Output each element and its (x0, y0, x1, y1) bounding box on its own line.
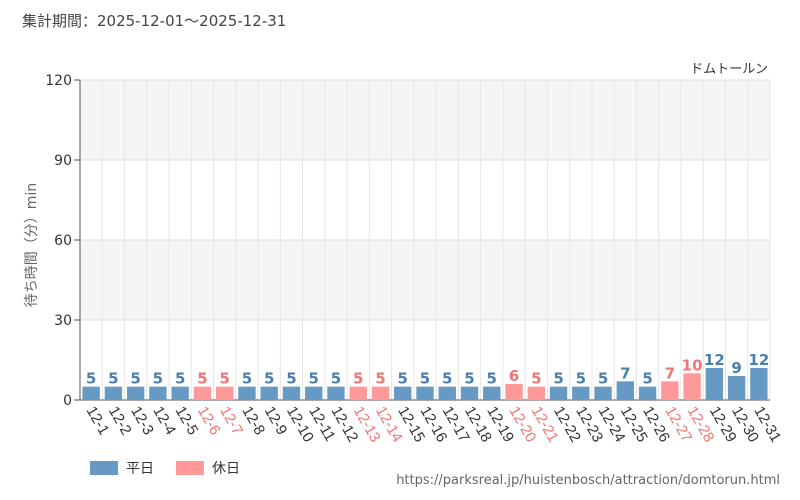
bar[interactable] (505, 384, 523, 400)
bar-value-label: 5 (130, 370, 140, 388)
bar-value-label: 5 (420, 370, 430, 388)
legend-label-weekday: 平日 (126, 461, 154, 477)
bar[interactable] (638, 386, 657, 400)
bar-value-label: 6 (509, 367, 519, 385)
bar-value-label: 5 (264, 370, 274, 388)
bar[interactable] (438, 386, 456, 400)
bar[interactable] (460, 386, 479, 400)
bar[interactable] (394, 386, 412, 400)
bar[interactable] (750, 368, 768, 400)
bar[interactable] (572, 386, 590, 400)
x-tick-label: 12-1 (83, 404, 113, 439)
bar-value-label: 5 (398, 370, 408, 388)
bar[interactable] (193, 386, 212, 400)
chart-title: ドムトールン (690, 62, 768, 77)
bar-value-label: 5 (576, 370, 586, 388)
bar-value-label: 5 (331, 370, 341, 388)
bar[interactable] (683, 373, 701, 400)
bar-value-label: 5 (175, 370, 185, 388)
plot-band (80, 80, 770, 160)
x-tick-label: 12-4 (149, 404, 179, 439)
x-tick-label: 12-9 (261, 404, 291, 439)
bar-value-label: 5 (353, 370, 363, 388)
x-tick-label: 12-2 (105, 404, 135, 439)
bar-value-label: 9 (731, 359, 741, 377)
bar-value-label: 5 (464, 370, 474, 388)
legend-label-holiday: 休日 (212, 461, 240, 477)
plot-band (80, 240, 770, 320)
plot-band (80, 160, 770, 240)
bar[interactable] (126, 386, 145, 400)
legend-swatch-weekday (90, 461, 118, 475)
bar[interactable] (327, 386, 345, 400)
bar[interactable] (349, 386, 367, 400)
y-tick-label: 90 (54, 153, 72, 169)
y-tick-label: 120 (45, 73, 72, 89)
legend-item-holiday[interactable]: 休日 (176, 458, 240, 478)
bar[interactable] (260, 386, 278, 400)
bar[interactable] (705, 368, 724, 400)
bar-value-label: 5 (598, 370, 608, 388)
bar-value-label: 5 (375, 370, 385, 388)
bar-value-label: 5 (153, 370, 163, 388)
bar-value-label: 12 (748, 351, 769, 369)
x-tick-label: 12-8 (238, 404, 268, 439)
bar[interactable] (104, 386, 123, 400)
bar[interactable] (527, 386, 545, 400)
legend-item-weekday[interactable]: 平日 (90, 458, 154, 478)
bar-value-label: 7 (620, 364, 630, 382)
bar[interactable] (661, 381, 679, 400)
bar-value-label: 5 (286, 370, 296, 388)
legend-swatch-holiday (176, 461, 204, 475)
bar-value-label: 5 (553, 370, 563, 388)
bar-value-label: 5 (219, 370, 229, 388)
bar-value-label: 5 (487, 370, 497, 388)
bar[interactable] (305, 386, 323, 400)
bar-value-label: 5 (642, 370, 652, 388)
y-tick-label: 0 (63, 393, 72, 409)
source-url[interactable]: https://parksreal.jp/huistenbosch/attrac… (396, 473, 780, 488)
bar-value-label: 5 (442, 370, 452, 388)
bar[interactable] (282, 386, 301, 400)
bar-value-label: 5 (242, 370, 252, 388)
bar[interactable] (483, 386, 501, 400)
bar-value-label: 5 (86, 370, 96, 388)
bar-value-label: 5 (531, 370, 541, 388)
x-tick-label: 12-7 (216, 404, 246, 439)
bar[interactable] (149, 386, 167, 400)
bar-value-label: 12 (704, 351, 725, 369)
bar[interactable] (549, 386, 568, 400)
bar-value-label: 5 (197, 370, 207, 388)
bar[interactable] (416, 386, 434, 400)
x-tick-label: 12-3 (127, 404, 157, 439)
y-tick-label: 30 (54, 313, 72, 329)
bar[interactable] (594, 386, 612, 400)
bar[interactable] (238, 386, 256, 400)
bar[interactable] (215, 386, 234, 400)
y-axis-label: 待ち時間（分）min (24, 183, 40, 307)
bar-value-label: 10 (682, 356, 703, 374)
bar-value-label: 5 (108, 370, 118, 388)
legend: 平日 休日 (90, 458, 240, 478)
bar[interactable] (171, 386, 189, 400)
bar-value-label: 7 (665, 364, 675, 382)
x-tick-label: 12-5 (172, 404, 202, 439)
bar[interactable] (616, 381, 635, 400)
bar-value-label: 5 (308, 370, 318, 388)
period-label: 集計期間：2025-12-01～2025-12-31 (22, 12, 287, 30)
x-tick-label: 12-6 (194, 404, 224, 439)
y-tick-label: 60 (54, 233, 72, 249)
bar[interactable] (82, 386, 100, 400)
bar[interactable] (727, 376, 746, 400)
bar[interactable] (371, 386, 390, 400)
